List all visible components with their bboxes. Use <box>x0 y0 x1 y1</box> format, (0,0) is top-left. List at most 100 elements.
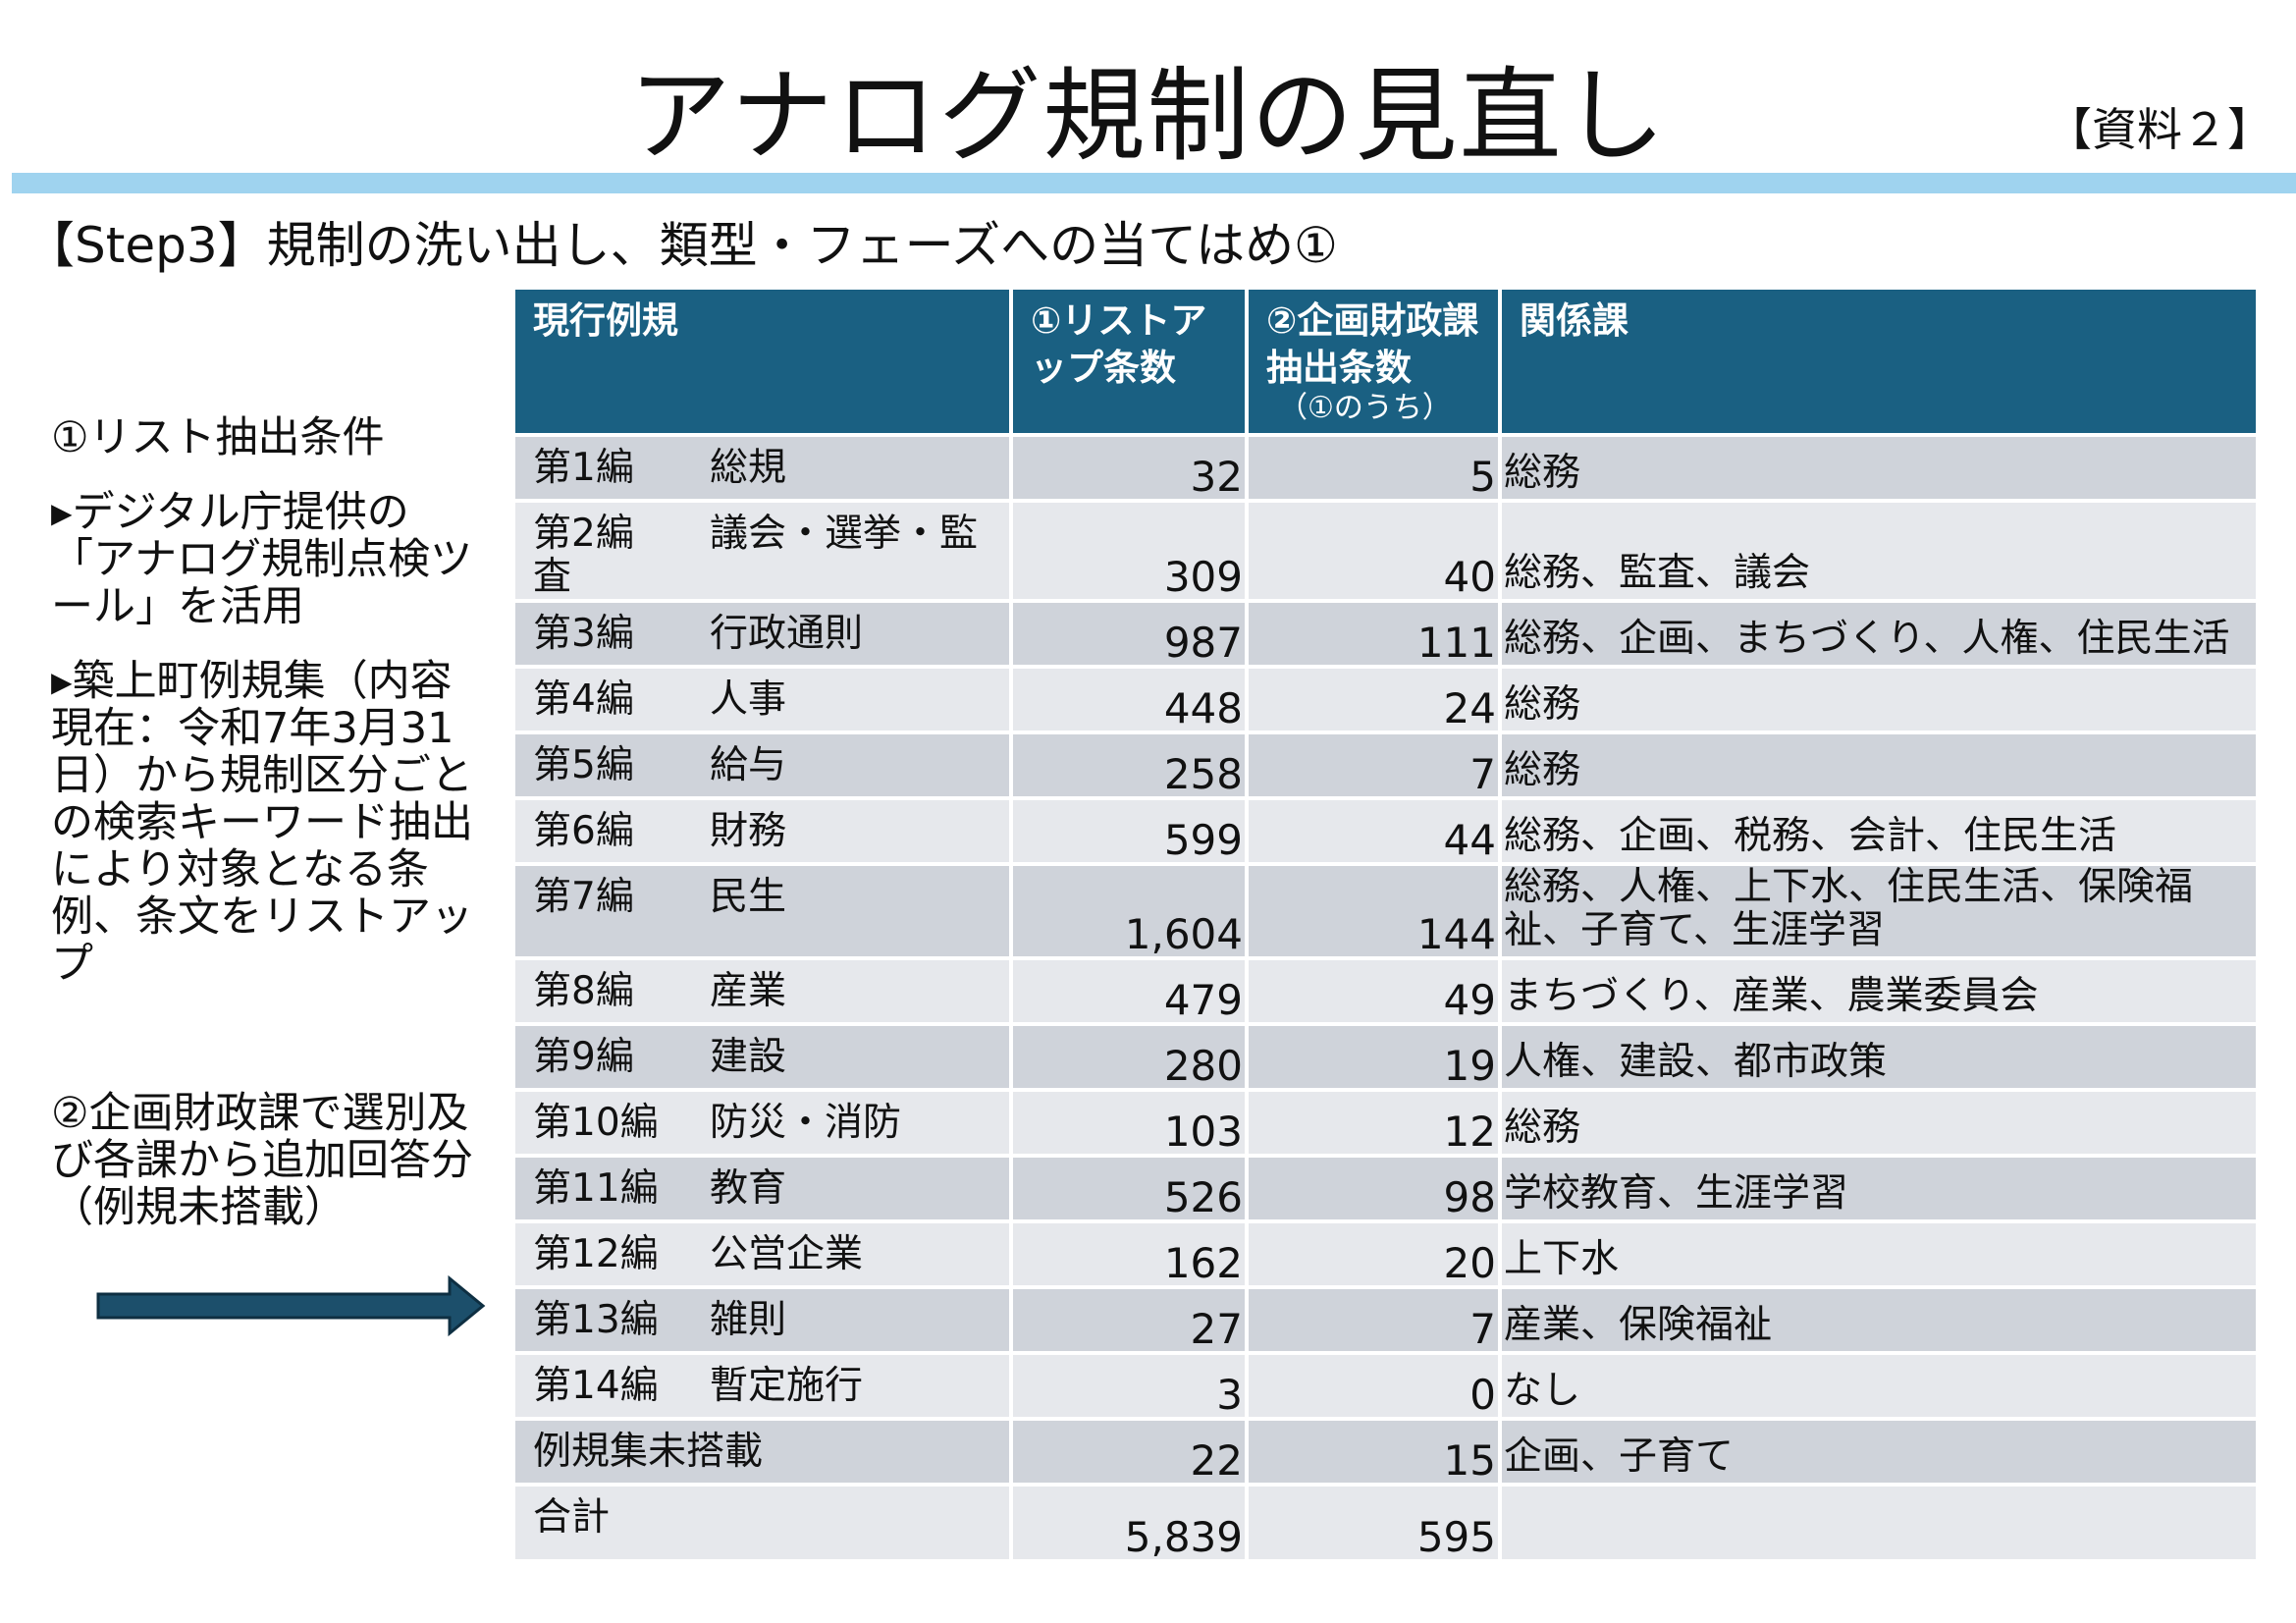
extracted-count: 98 <box>1249 1158 1498 1219</box>
listed-count: 479 <box>1013 960 1245 1022</box>
listed-count: 32 <box>1013 437 1245 499</box>
col-header-extracted-note: （①のうち） <box>1278 391 1452 425</box>
regulation-cell: 第3編 行政通則 <box>515 603 1009 665</box>
listed-count: 3 <box>1013 1355 1245 1417</box>
regulation-cell: 第14編 暫定施行 <box>515 1355 1009 1417</box>
volume-name: 産業 <box>710 969 787 1013</box>
extracted-count: 12 <box>1249 1092 1498 1154</box>
volume-name: 暫定施行 <box>710 1364 864 1408</box>
regulation-cell: 第4編 人事 <box>515 669 1009 730</box>
volume-name: 教育 <box>710 1166 787 1211</box>
extracted-count: 44 <box>1249 800 1498 862</box>
table-row: 第7編 民生 1,604 144 総務、人権、上下水、住民生活、保険福祉、子育て、生涯学… <box>515 866 2256 956</box>
extracted-count: 111 <box>1249 603 1498 665</box>
extracted-count: 0 <box>1249 1355 1498 1417</box>
table-row: 第9編 建設 280 19 人権、建設、都市政策 <box>515 1026 2256 1088</box>
volume-label: 第5編 <box>533 743 634 787</box>
extracted-count: 144 <box>1249 866 1498 956</box>
listed-count: 27 <box>1013 1289 1245 1351</box>
volume-name: 雑則 <box>710 1298 787 1342</box>
regulation-cell: 第1編 総規 <box>515 437 1009 499</box>
section-subtitle: 【Step3】規制の洗い出し、類型・フェーズへの当てはめ① <box>26 217 1338 274</box>
departments: なし <box>1502 1355 2256 1417</box>
table-row: 第14編 暫定施行 3 0 なし <box>515 1355 2256 1417</box>
extracted-count: 20 <box>1249 1223 1498 1285</box>
departments: 総務 <box>1502 669 2256 730</box>
departments: 総務、企画、まちづくり、人権、住民生活 <box>1502 603 2256 665</box>
regulation-cell: 第12編 公営企業 <box>515 1223 1009 1285</box>
listed-count: 258 <box>1013 734 1245 796</box>
volume-name: 議会・選挙・監査 <box>533 512 979 599</box>
listed-count: 103 <box>1013 1092 1245 1154</box>
table-row: 合計 5,839 595 <box>515 1487 2256 1559</box>
side-section2: ②企画財政課で選別及び各課から追加回答分（例規未搭載） <box>51 1089 473 1232</box>
table-row: 例規集未搭載 22 15 企画、子育て <box>515 1421 2256 1483</box>
col-header-extracted-label: ②企画財政課抽出条数 <box>1266 299 1479 389</box>
volume-label: 例規集未搭載 <box>533 1430 764 1474</box>
regulation-cell: 第11編 教育 <box>515 1158 1009 1219</box>
extracted-count: 49 <box>1249 960 1498 1022</box>
right-arrow-icon <box>96 1274 486 1337</box>
table-row: 第4編 人事 448 24 総務 <box>515 669 2256 730</box>
departments: 産業、保険福祉 <box>1502 1289 2256 1351</box>
departments: 総務、監査、議会 <box>1502 503 2256 599</box>
volume-label: 第7編 <box>533 875 634 919</box>
table-row: 第13編 雑則 27 7 産業、保険福祉 <box>515 1289 2256 1351</box>
col-header-extracted: ②企画財政課抽出条数 （①のうち） <box>1249 290 1498 433</box>
table-row: 第1編 総規 32 5 総務 <box>515 437 2256 499</box>
regulation-table: 現行例規 ①リストアップ条数 ②企画財政課抽出条数 （①のうち） 関係課 第1編総… <box>511 286 2260 1563</box>
volume-label: 第1編 <box>533 446 634 490</box>
document-tag: 【資料２】 <box>2047 103 2272 156</box>
volume-label: 第11編 <box>533 1166 659 1211</box>
listed-count: 987 <box>1013 603 1245 665</box>
volume-name: 人事 <box>710 677 787 722</box>
departments: 総務 <box>1502 437 2256 499</box>
extracted-count: 595 <box>1249 1487 1498 1559</box>
departments: 総務、人権、上下水、住民生活、保険福祉、子育て、生涯学習 <box>1502 866 2256 956</box>
regulation-cell: 第10編 防災・消防 <box>515 1092 1009 1154</box>
departments: 企画、子育て <box>1502 1421 2256 1483</box>
listed-count: 526 <box>1013 1158 1245 1219</box>
table-row: 第6編 財務 599 44 総務、企画、税務、会計、住民生活 <box>515 800 2256 862</box>
extracted-count: 7 <box>1249 734 1498 796</box>
listed-count: 162 <box>1013 1223 1245 1285</box>
volume-label: 第8編 <box>533 969 634 1013</box>
departments <box>1502 1487 2256 1559</box>
volume-label: 第9編 <box>533 1035 634 1079</box>
regulation-cell: 第5編 給与 <box>515 734 1009 796</box>
col-header-regulation: 現行例規 <box>515 290 1009 433</box>
volume-label: 第14編 <box>533 1364 659 1408</box>
volume-label: 第10編 <box>533 1101 659 1145</box>
table-row: 第8編 産業 479 49 まちづくり、産業、農業委員会 <box>515 960 2256 1022</box>
departments: 総務、企画、税務、会計、住民生活 <box>1502 800 2256 862</box>
listed-count: 22 <box>1013 1421 1245 1483</box>
accent-bar <box>12 173 2296 193</box>
volume-name: 公営企業 <box>710 1232 864 1276</box>
volume-label: 第2編 <box>533 512 634 556</box>
table-row: 第11編 教育 526 98 学校教育、生涯学習 <box>515 1158 2256 1219</box>
listed-count: 5,839 <box>1013 1487 1245 1559</box>
volume-label: 第4編 <box>533 677 634 722</box>
departments: 学校教育、生涯学習 <box>1502 1158 2256 1219</box>
listed-count: 280 <box>1013 1026 1245 1088</box>
side-section1-title: ①リスト抽出条件 <box>51 413 385 462</box>
extracted-count: 15 <box>1249 1421 1498 1483</box>
table-row: 第12編 公営企業 162 20 上下水 <box>515 1223 2256 1285</box>
regulation-cell: 第6編 財務 <box>515 800 1009 862</box>
listed-count: 599 <box>1013 800 1245 862</box>
table-row: 第2編 議会・選挙・監査 309 40 総務、監査、議会 <box>515 503 2256 599</box>
extracted-count: 19 <box>1249 1026 1498 1088</box>
regulation-cell: 第13編 雑則 <box>515 1289 1009 1351</box>
table-row: 第3編 行政通則 987 111 総務、企画、まちづくり、人権、住民生活 <box>515 603 2256 665</box>
extracted-count: 7 <box>1249 1289 1498 1351</box>
side-section1-item1: ▸デジタル庁提供の「アナログ規制点検ツール」を活用 <box>51 488 473 631</box>
volume-name: 財務 <box>710 809 787 853</box>
regulation-cell: 例規集未搭載 <box>515 1421 1009 1483</box>
volume-name: 民生 <box>710 875 787 919</box>
volume-label: 合計 <box>533 1495 611 1540</box>
volume-name: 行政通則 <box>710 612 864 656</box>
regulation-cell: 合計 <box>515 1487 1009 1559</box>
volume-label: 第6編 <box>533 809 634 853</box>
volume-label: 第13編 <box>533 1298 659 1342</box>
departments: まちづくり、産業、農業委員会 <box>1502 960 2256 1022</box>
